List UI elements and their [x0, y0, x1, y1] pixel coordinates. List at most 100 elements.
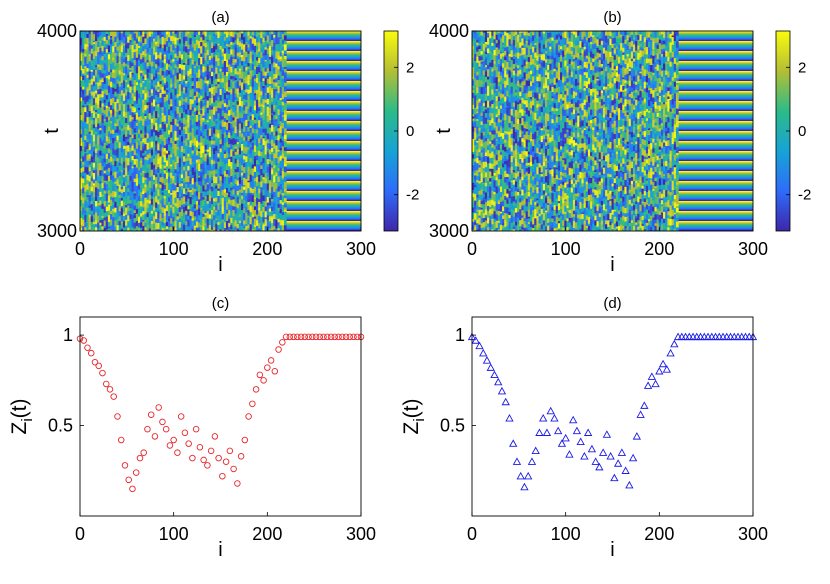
phase-cell	[277, 131, 281, 136]
phase-cell	[82, 31, 85, 35]
phase-cell	[258, 133, 261, 139]
phase-cell	[262, 37, 266, 43]
phase-cell	[135, 119, 139, 124]
phase-cell	[185, 123, 188, 127]
phase-cell	[148, 40, 152, 49]
phase-cell	[238, 130, 242, 133]
phase-cell	[110, 113, 113, 118]
phase-band	[677, 124, 753, 126]
phase-cell	[228, 53, 231, 60]
phase-cell	[125, 94, 128, 97]
phase-cell	[277, 182, 281, 187]
phase-cell	[245, 51, 249, 58]
phase-cell	[260, 106, 264, 114]
phase-cell	[84, 56, 88, 64]
phase-cell	[195, 96, 199, 104]
phase-cell	[97, 58, 100, 65]
phase-cell	[118, 62, 122, 64]
phase-cell	[178, 126, 182, 131]
phase-cell	[99, 121, 103, 124]
phase-cell	[264, 49, 268, 56]
phase-cell	[105, 35, 109, 41]
phase-cell	[165, 221, 169, 227]
phase-cell	[247, 108, 251, 117]
phase-band	[285, 79, 361, 81]
phase-cell	[210, 106, 214, 110]
phase-cell	[103, 136, 107, 144]
phase-cell	[266, 127, 270, 134]
phase-cell	[208, 59, 212, 63]
phase-cell	[234, 179, 238, 185]
phase-band	[677, 57, 753, 59]
phase-cell	[249, 125, 253, 129]
phase-cell	[99, 48, 103, 55]
phase-band	[677, 153, 753, 155]
phase-cell	[163, 97, 167, 103]
phase-cell	[129, 147, 133, 153]
phase-cell	[90, 130, 94, 136]
phase-cell	[217, 52, 221, 59]
phase-cell	[95, 104, 98, 111]
phase-cell	[114, 42, 118, 48]
phase-cell	[260, 203, 264, 212]
phase-cell	[234, 187, 238, 196]
phase-cell	[110, 214, 113, 220]
phase-cell	[97, 51, 100, 59]
phase-cell	[144, 173, 148, 179]
phase-cell	[133, 70, 137, 76]
phase-cell	[200, 208, 203, 211]
phase-cell	[213, 111, 216, 116]
phase-cell	[225, 75, 229, 83]
phase-cell	[148, 180, 152, 189]
phase-cell	[217, 138, 221, 146]
phase-cell	[268, 108, 272, 111]
phase-cell	[478, 49, 482, 57]
phase-cell	[217, 190, 221, 197]
phase-cell	[114, 137, 118, 142]
phase-cell	[148, 158, 152, 165]
phase-cell	[176, 198, 180, 205]
phase-cell	[140, 192, 143, 199]
phase-cell	[253, 66, 257, 70]
phase-cell	[144, 31, 148, 35]
phase-cell	[80, 122, 83, 130]
phase-cell	[165, 205, 169, 212]
phase-band	[285, 111, 361, 113]
phase-cell	[245, 140, 249, 148]
phase-cell	[234, 68, 238, 75]
phase-cell	[116, 167, 120, 172]
phase-cell	[127, 36, 130, 44]
phase-cell	[474, 139, 477, 143]
phase-cell	[114, 132, 118, 138]
phase-cell	[95, 197, 98, 202]
phase-cell	[148, 31, 152, 38]
phase-cell	[283, 61, 287, 68]
phase-cell	[193, 206, 197, 209]
phase-cell	[240, 133, 244, 138]
phase-band	[285, 62, 361, 64]
phase-cell	[198, 142, 201, 146]
phase-cell	[159, 173, 163, 178]
phase-cell	[142, 31, 145, 38]
phase-band	[285, 101, 361, 103]
phase-cell	[195, 216, 199, 222]
phase-cell	[178, 134, 182, 142]
phase-cell	[266, 205, 270, 210]
phase-cell	[238, 132, 242, 137]
phase-cell	[236, 224, 240, 229]
phase-cell	[262, 88, 266, 96]
phase-cell	[168, 140, 171, 146]
phase-cell	[217, 175, 221, 179]
phase-cell	[275, 138, 279, 141]
colorbar-tick-label: 0	[406, 123, 414, 140]
phase-cell	[217, 168, 221, 176]
phase-cell	[478, 190, 482, 195]
phase-cell	[185, 145, 188, 152]
phase-cell	[223, 171, 227, 178]
phase-cell	[107, 202, 111, 205]
phase-band	[285, 56, 361, 58]
phase-cell	[217, 84, 221, 89]
phase-cell	[185, 86, 188, 94]
phase-cell	[140, 229, 143, 231]
phase-cell	[215, 39, 218, 45]
